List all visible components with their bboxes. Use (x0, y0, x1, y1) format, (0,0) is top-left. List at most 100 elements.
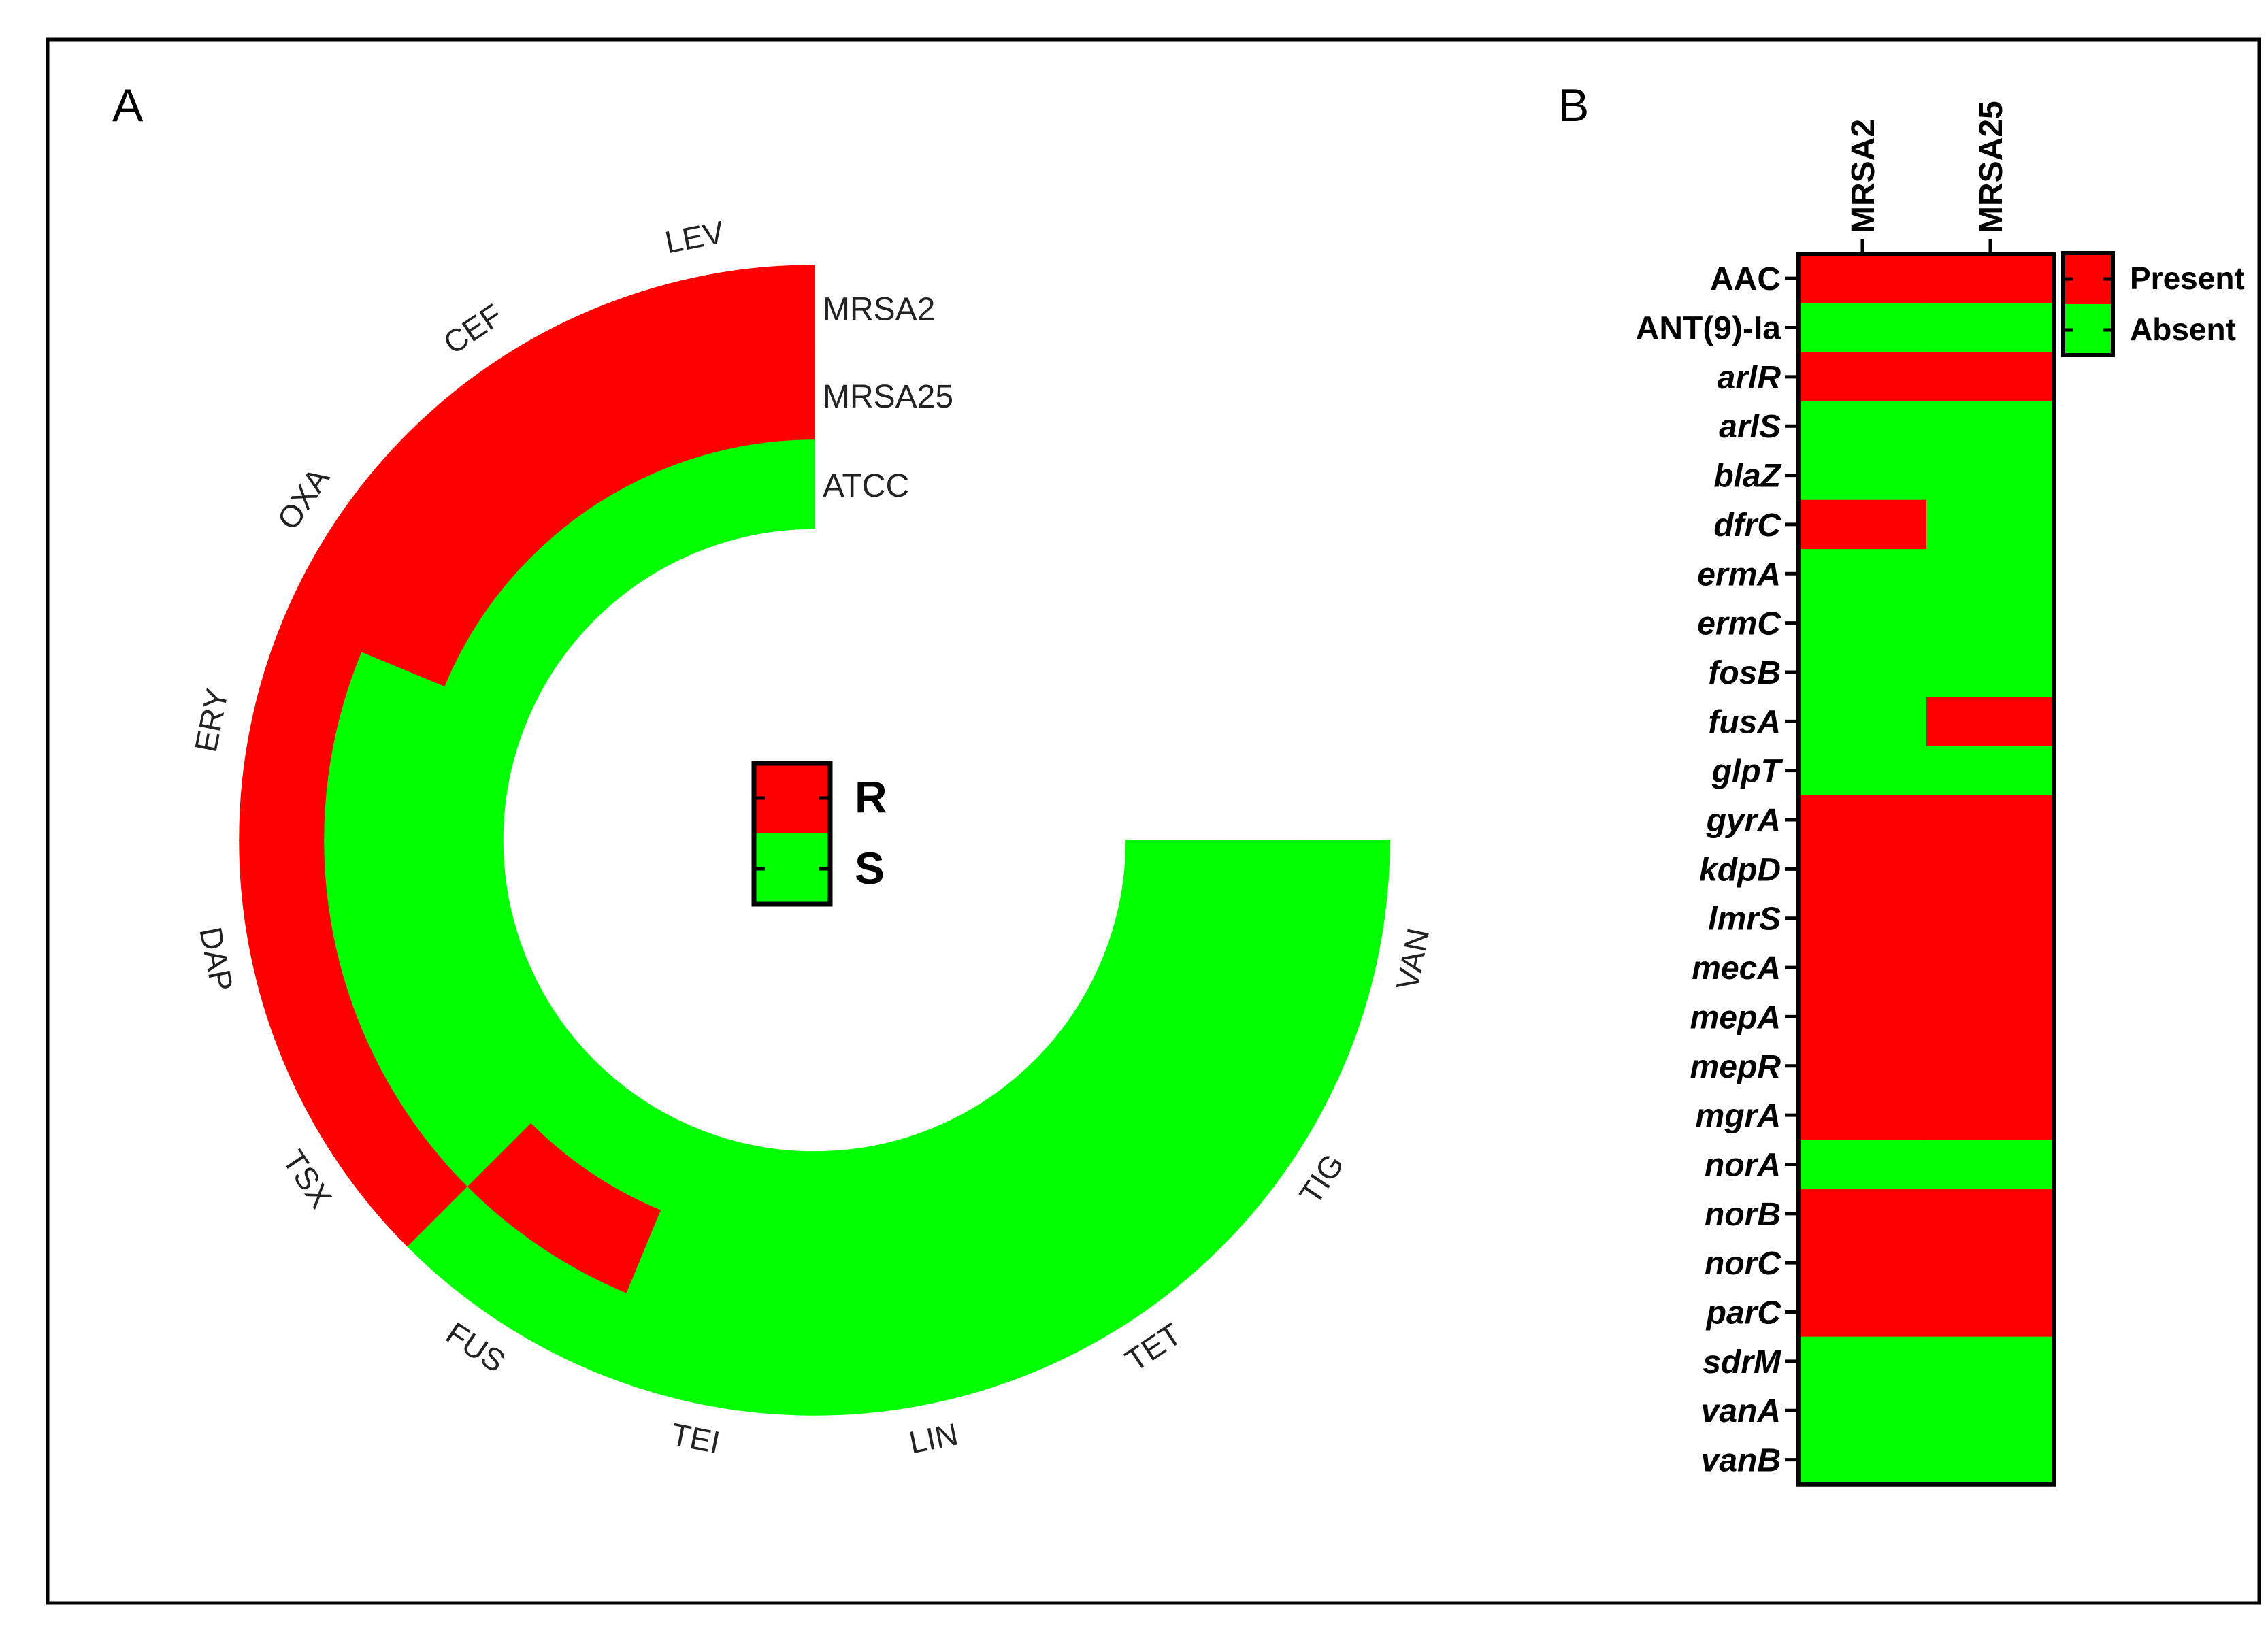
row-label-vana: vanA (1701, 1393, 1781, 1429)
row-label-erma: ermA (1697, 557, 1781, 593)
cell-blaz-mrsa25 (1926, 450, 2055, 501)
ring-label-mrsa2: MRSA2 (823, 292, 935, 328)
row-label-blaz: blaZ (1713, 459, 1781, 495)
cell-kdpd-mrsa25 (1926, 844, 2055, 895)
cell-ant(9)-ia-mrsa2 (1798, 303, 1927, 353)
legend-a-swatch-r (754, 763, 830, 833)
cell-mepr-mrsa2 (1798, 1041, 1927, 1091)
row-label-mepa: mepA (1690, 999, 1781, 1035)
cell-parc-mrsa2 (1798, 1287, 1927, 1338)
cell-lmrs-mrsa2 (1798, 893, 1927, 944)
legend-a-frame (751, 761, 833, 907)
cell-gyra-mrsa25 (1926, 795, 2055, 845)
cell-blaz-mrsa2 (1798, 450, 1927, 501)
legend-a-swatch-s (754, 833, 830, 904)
cell-norb-mrsa25 (1926, 1189, 2055, 1239)
ring-atcc-van-cell (1102, 840, 1215, 994)
cell-fusa-mrsa2 (1798, 697, 1927, 747)
antibiotic-label-ery: ERY (188, 686, 235, 755)
cell-fosb-mrsa2 (1798, 647, 1927, 697)
row-label-arls: arlS (1719, 409, 1781, 445)
panel-b-cells (1796, 252, 2056, 1487)
cell-vanb-mrsa2 (1798, 1435, 1927, 1485)
cell-gyra-mrsa2 (1798, 795, 1927, 845)
cell-mepr-mrsa25 (1926, 1041, 2055, 1091)
panel-a-circular-heatmap: MRSA2 MRSA25 ATCC LEV CEF OXA ERY DAP TSX FUS TEI… (188, 214, 1436, 1460)
cell-meca-mrsa25 (1926, 942, 2055, 993)
cell-arls-mrsa25 (1926, 401, 2055, 451)
panel-a-legend: R S (751, 761, 887, 907)
legend-a-label-s: S (855, 843, 885, 893)
panel-a-ring-labels: MRSA2 MRSA25 ATCC (823, 292, 953, 505)
legend-b-frame (2061, 251, 2115, 357)
row-label-norc: norC (1705, 1246, 1781, 1282)
antibiotic-label-lev: LEV (662, 214, 727, 260)
cell-vanb-mrsa25 (1926, 1435, 2055, 1485)
cell-fusa-mrsa25 (1926, 697, 2055, 747)
cell-nora-mrsa25 (1926, 1140, 2055, 1190)
cell-mgra-mrsa25 (1926, 1090, 2055, 1140)
row-label-norb: norB (1705, 1197, 1781, 1233)
cell-vana-mrsa2 (1798, 1386, 1927, 1436)
antibiotic-label-oxa: OXA (270, 461, 336, 536)
row-label-glpt: glpT (1711, 754, 1784, 790)
antibiotic-label-lin: LIN (906, 1416, 961, 1460)
cell-arls-mrsa2 (1798, 401, 1927, 451)
cell-erma-mrsa25 (1926, 549, 2055, 599)
col-label-mrsa2: MRSA2 (1845, 119, 1881, 233)
cell-ermc-mrsa2 (1798, 598, 1927, 648)
cell-aac-mrsa25 (1926, 254, 2055, 303)
row-label-nora: norA (1705, 1147, 1781, 1183)
row-label-ant(9)-ia: ANT(9)-Ia (1636, 311, 1781, 347)
cell-lmrs-mrsa25 (1926, 893, 2055, 944)
legend-b-label-absent: Absent (2130, 312, 2236, 347)
row-label-lmrs: lmrS (1708, 901, 1781, 938)
row-label-kdpd: kdpD (1699, 852, 1781, 888)
panel-b-legend: Present Absent (2061, 251, 2245, 357)
row-label-dfrc: dfrC (1713, 508, 1781, 544)
cell-aac-mrsa2 (1798, 254, 1927, 303)
legend-b-label-present: Present (2130, 261, 2245, 296)
col-label-mrsa25: MRSA25 (1973, 101, 2009, 233)
antibiotic-label-tsx: TSX (276, 1144, 339, 1214)
row-label-parc: parC (1705, 1295, 1782, 1331)
cell-ant(9)-ia-mrsa25 (1926, 303, 2055, 353)
cell-glpt-mrsa25 (1926, 746, 2055, 796)
cell-dfrc-mrsa25 (1926, 499, 2055, 550)
row-label-fusa: fusA (1708, 704, 1781, 740)
cell-norc-mrsa25 (1926, 1238, 2055, 1288)
cell-mepa-mrsa25 (1926, 992, 2055, 1042)
cell-arlr-mrsa25 (1926, 352, 2055, 402)
panel-b-label: B (1558, 80, 1589, 131)
cell-norc-mrsa2 (1798, 1238, 1927, 1288)
row-label-sdrm: sdrM (1703, 1344, 1781, 1380)
cell-vana-mrsa25 (1926, 1386, 2055, 1436)
cell-meca-mrsa2 (1798, 942, 1927, 993)
row-label-arlr: arlR (1718, 360, 1781, 396)
cell-sdrm-mrsa2 (1798, 1336, 1927, 1387)
cell-nora-mrsa2 (1798, 1140, 1927, 1190)
antibiotic-label-dap: DAP (193, 924, 240, 994)
cell-glpt-mrsa2 (1798, 746, 1927, 796)
panel-b-heatmap: AAC ANT(9)-Ia arlR arlS blaZ dfrC ermA ermC fosB… (1636, 101, 2245, 1487)
cell-mepa-mrsa2 (1798, 992, 1927, 1042)
panel-a-sectors (239, 265, 1390, 1416)
cell-fosb-mrsa25 (1926, 647, 2055, 697)
row-label-aac: AAC (1710, 261, 1781, 297)
cell-dfrc-mrsa2 (1798, 499, 1927, 550)
panel-a-label: A (112, 80, 144, 131)
row-label-mepr: mepR (1690, 1049, 1781, 1085)
antibiotic-label-cef: CEF (437, 297, 508, 361)
figure-border (46, 37, 2261, 1605)
antibiotic-label-van: VAN (1390, 925, 1436, 993)
legend-a-label-r: R (855, 771, 887, 822)
row-label-vanb: vanB (1701, 1443, 1781, 1479)
panel-b-col-labels: MRSA2 MRSA25 (1845, 101, 2009, 254)
row-label-mgra: mgrA (1696, 1098, 1781, 1134)
cell-norb-mrsa2 (1798, 1189, 1927, 1239)
row-label-fosb: fosB (1708, 655, 1781, 691)
ring-label-mrsa25: MRSA25 (823, 379, 953, 415)
cell-mgra-mrsa2 (1798, 1090, 1927, 1140)
cell-parc-mrsa25 (1926, 1287, 2055, 1338)
